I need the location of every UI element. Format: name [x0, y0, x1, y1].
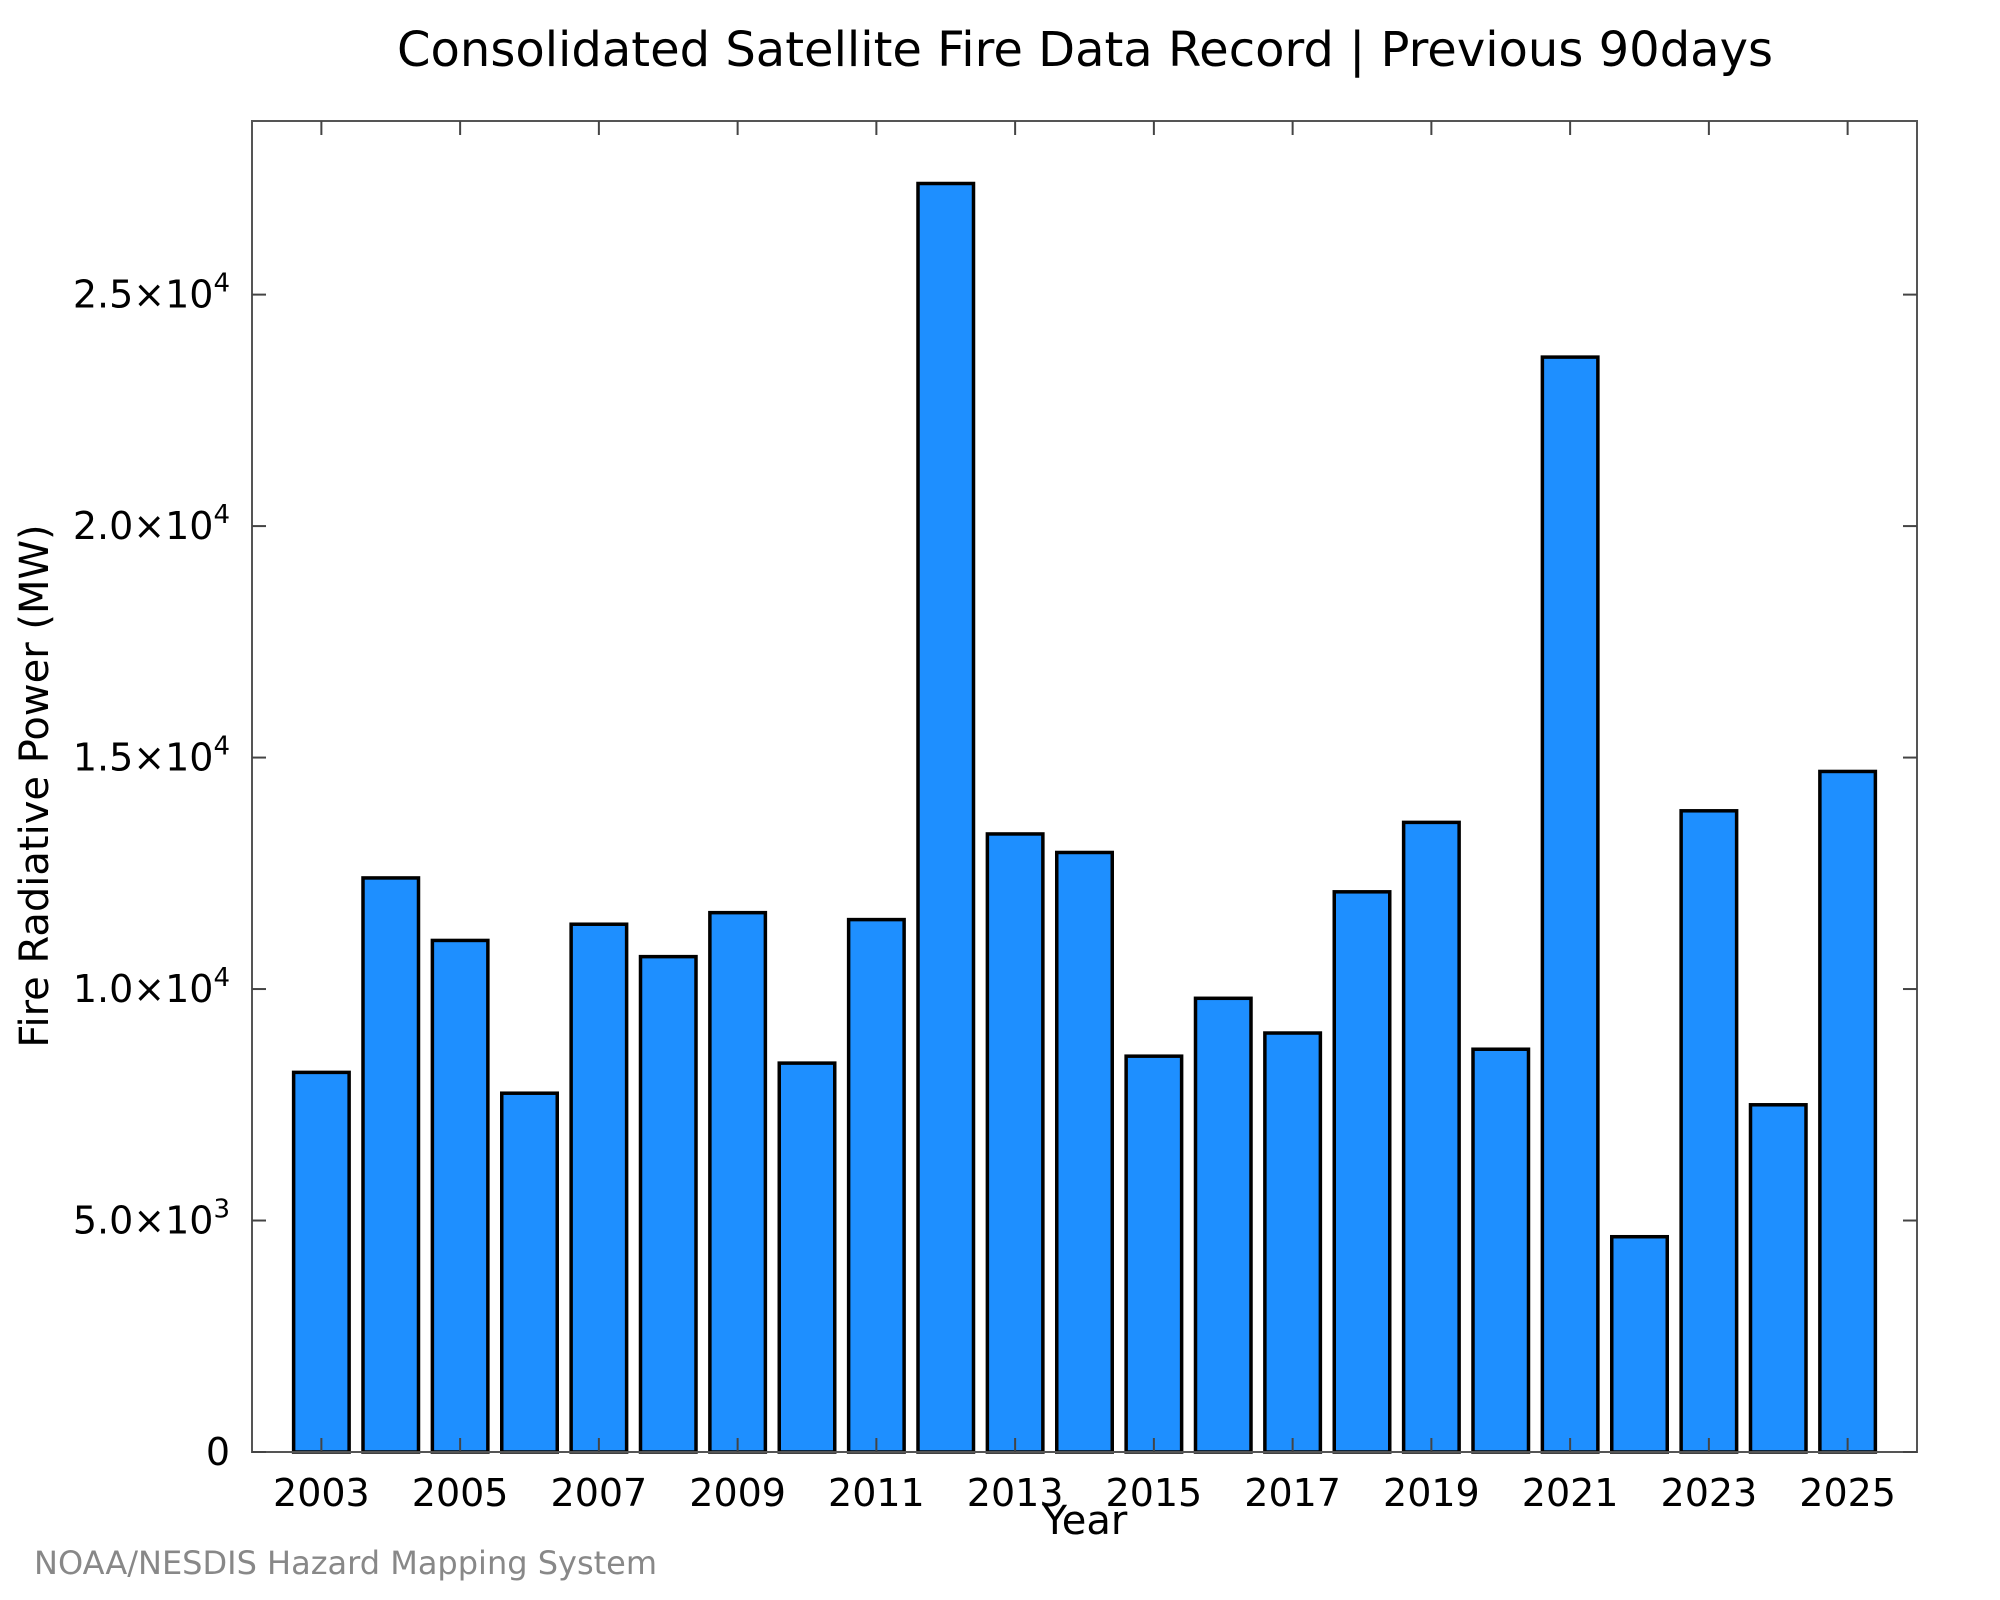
x-tick-label: 2003 [273, 1471, 370, 1515]
x-tick-label: 2005 [412, 1471, 509, 1515]
x-tick-label: 2009 [689, 1471, 786, 1515]
y-axis: 0 5.0×103 1.0×104 1.5×104 2.0×104 2.5×104 [73, 269, 1917, 1474]
bar-2018 [1332, 890, 1392, 1454]
y-tick-label: 1.5×104 [73, 732, 230, 780]
bar-2015 [1124, 1054, 1184, 1454]
bar-2019 [1401, 820, 1461, 1454]
plot-frame [251, 120, 1918, 1453]
bar-2003 [291, 1070, 351, 1454]
source-credit: NOAA/NESDIS Hazard Mapping System [34, 1544, 657, 1582]
x-tick-label: 2017 [1244, 1471, 1341, 1515]
x-tick-label: 2025 [1799, 1471, 1896, 1515]
bar-2004 [361, 876, 421, 1454]
bar-2016 [1193, 996, 1253, 1454]
bar-2017 [1263, 1031, 1323, 1454]
x-tick-label: 2019 [1383, 1471, 1480, 1515]
bar-2011 [846, 917, 906, 1454]
bar-2009 [708, 910, 768, 1454]
x-tick-label: 2023 [1661, 1471, 1758, 1515]
y-tick-label: 5.0×103 [73, 1195, 230, 1243]
y-tick-label: 1.0×104 [73, 963, 230, 1011]
bar-2007 [569, 922, 629, 1454]
x-tick-label: 2021 [1522, 1471, 1619, 1515]
bars-group [291, 181, 1878, 1454]
bar-2005 [430, 938, 490, 1454]
x-axis: 2003 2005 2007 2009 2011 2013 2015 2017 2019 2021… [273, 121, 1896, 1515]
y-axis-label: Fire Radiative Power (MW) [12, 524, 58, 1047]
y-tick-label: 2.0×104 [73, 500, 230, 548]
bar-2023 [1679, 809, 1739, 1454]
x-tick-label: 2015 [1106, 1471, 1203, 1515]
x-tick-label: 2011 [828, 1471, 925, 1515]
y-tick-label: 0 [206, 1430, 230, 1474]
bar-2008 [638, 954, 698, 1454]
y-tick-label: 2.5×104 [73, 269, 230, 317]
bar-2020 [1471, 1047, 1531, 1454]
bar-2024 [1748, 1103, 1808, 1454]
x-tick-label: 2007 [551, 1471, 648, 1515]
bar-2014 [1055, 850, 1114, 1454]
bar-2021 [1540, 355, 1600, 1454]
bar-2025 [1818, 769, 1878, 1454]
bar-2022 [1610, 1234, 1669, 1454]
x-tick-label: 2013 [967, 1471, 1064, 1515]
x-axis-label: Year [1042, 1498, 1128, 1544]
bar-2012 [916, 181, 976, 1454]
bar-2006 [500, 1091, 559, 1454]
bar-2010 [777, 1061, 837, 1454]
chart-title: Consolidated Satellite Fire Data Record … [397, 22, 1773, 78]
bar-2013 [985, 832, 1045, 1454]
